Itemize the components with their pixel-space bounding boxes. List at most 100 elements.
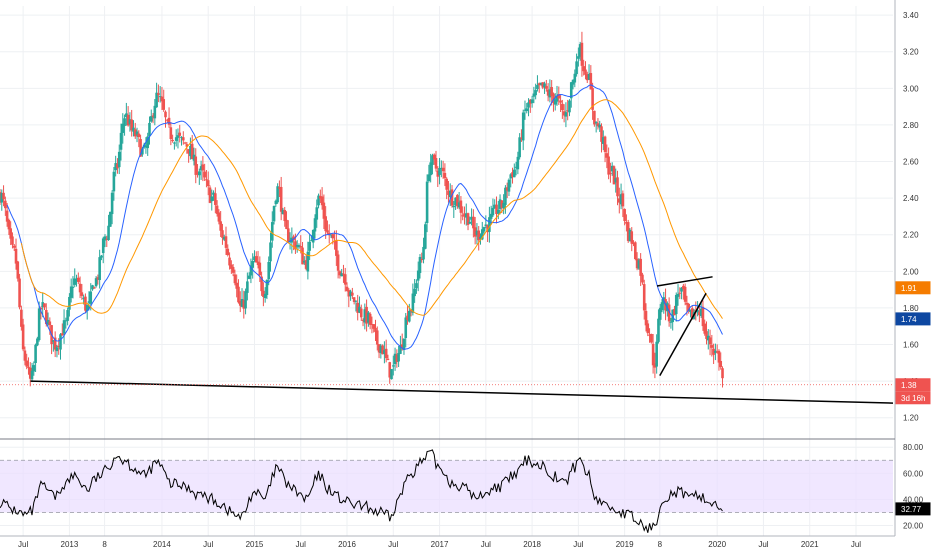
candle-body [680, 287, 683, 292]
candle-body [424, 224, 427, 249]
candle-body [658, 307, 662, 320]
candle-body [80, 292, 84, 296]
candle-body [295, 245, 299, 247]
candle-body [233, 274, 237, 284]
candle-body [464, 213, 468, 218]
candle-body [557, 94, 561, 99]
candle-body [109, 211, 112, 227]
candle-body [498, 199, 502, 209]
rsi-tick-label: 60.00 [903, 469, 924, 478]
candle-body [562, 111, 566, 116]
x-tick-label: 2021 [801, 540, 819, 549]
candle-body [210, 196, 214, 202]
candle-body [7, 219, 11, 230]
candle-body [511, 172, 514, 178]
candle-body [363, 309, 367, 323]
candle-body [358, 306, 361, 313]
candle-body [78, 283, 82, 293]
candle-body [699, 308, 703, 316]
candle-body [578, 44, 582, 57]
candle-body [75, 280, 78, 282]
candle-body [418, 257, 422, 274]
candle-body [710, 345, 714, 348]
candle-body [445, 178, 448, 190]
candle-body [705, 331, 708, 339]
candle-body [87, 301, 91, 303]
candle-body [77, 277, 80, 282]
x-tick-label: Jul [388, 540, 398, 549]
candle-body [185, 144, 189, 147]
price-tick-label: 2.60 [903, 158, 919, 167]
candle-body [637, 260, 641, 269]
candle-body [5, 210, 9, 222]
candle-body [240, 299, 244, 307]
candle-body [399, 345, 402, 354]
candle-body [690, 308, 694, 320]
candles [0, 31, 724, 388]
candle-body [342, 273, 345, 275]
candle-body [297, 245, 301, 248]
candle-body [450, 189, 454, 206]
candle-body [425, 181, 429, 224]
price-badge-0 [895, 281, 931, 295]
candle-body [221, 230, 224, 238]
candle-body [456, 195, 459, 207]
x-tick-label: 2018 [523, 540, 541, 549]
candle-body [625, 222, 628, 224]
candle-body [480, 229, 484, 240]
candle-body [165, 119, 169, 121]
candle-body [712, 348, 715, 355]
candle-body [340, 273, 343, 277]
candle-body [160, 96, 164, 102]
candle-body [617, 198, 621, 203]
candle-body [301, 247, 304, 265]
candle-body [386, 358, 390, 360]
candle-body [655, 341, 658, 367]
candle-body [192, 154, 196, 161]
candle-body [139, 139, 142, 157]
candle-body [286, 228, 290, 242]
candle-body [715, 351, 719, 353]
price-badge-2 [895, 378, 931, 392]
candle-body [144, 146, 148, 148]
candle-body [155, 92, 158, 108]
candle-body [119, 132, 123, 150]
price-badge-2-text: 1.38 [901, 381, 917, 390]
candle-body [34, 344, 37, 363]
candle-body [345, 286, 349, 292]
price-tick-label: 3.00 [903, 84, 919, 93]
x-tick-label: Jul [296, 540, 306, 549]
price-tick-label: 2.40 [903, 194, 919, 203]
candle-body [644, 310, 648, 326]
candle-body [383, 350, 386, 354]
candle-body [687, 303, 691, 312]
candle-body [438, 168, 441, 175]
candle-body [219, 221, 222, 231]
candle-body [69, 286, 73, 298]
candle-body [304, 260, 308, 269]
candle-body [523, 109, 527, 111]
candle-body [158, 96, 162, 98]
x-tick-label: Jul [481, 540, 491, 549]
x-tick-label: 8 [102, 540, 107, 549]
candle-body [484, 224, 488, 226]
candle-body [171, 139, 174, 141]
candle-body [518, 137, 521, 158]
candle-body [500, 200, 504, 208]
candle-body [393, 353, 397, 365]
candle-body [46, 320, 50, 325]
candle-body [555, 95, 559, 102]
x-tick-label: Jul [203, 540, 213, 549]
candle-body [432, 154, 436, 160]
candle-body [537, 83, 541, 86]
candle-body [57, 345, 61, 347]
candle-body [520, 137, 523, 139]
candle-body [224, 236, 228, 248]
wedge-lower [659, 292, 707, 376]
candle-body [477, 230, 481, 241]
candle-body [55, 347, 59, 352]
candle-body [550, 87, 553, 97]
candle-body [491, 207, 495, 216]
candle-body [447, 190, 450, 195]
